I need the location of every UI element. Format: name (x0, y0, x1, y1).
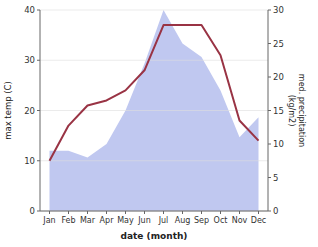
y2-tick-label: 30 (273, 5, 284, 15)
y-tick-label: 30 (24, 55, 35, 65)
grid-line (40, 10, 268, 11)
grid-line (40, 60, 268, 61)
y-tick (37, 211, 40, 212)
x-tick (106, 211, 107, 214)
y-tick-label: 40 (24, 5, 35, 15)
x-tick-label: Aug (175, 216, 191, 225)
x-tick-label: Dec (251, 216, 266, 225)
x-tick (163, 211, 164, 214)
x-axis-line (40, 211, 268, 212)
y2-tick (268, 177, 271, 178)
x-axis-label: date (month) (121, 231, 188, 241)
x-tick (125, 211, 126, 214)
y2-tick (268, 211, 271, 212)
y-tick-label: 10 (24, 156, 35, 166)
x-tick (201, 211, 202, 214)
y2-tick (268, 77, 271, 78)
x-tick (239, 211, 240, 214)
x-tick-label: Jan (42, 216, 55, 225)
y2-tick-label: 25 (273, 39, 284, 49)
x-tick-label: Apr (100, 216, 115, 225)
y-axis-label: max temp (C) (3, 81, 13, 140)
temperature-line (50, 25, 259, 161)
x-tick (258, 211, 259, 214)
grid-line (40, 211, 268, 212)
y-tick (37, 160, 40, 161)
y2-tick (268, 10, 271, 11)
x-tick-label: Feb (61, 216, 75, 225)
y2-axis-label: med. precipitation(kg/m2) (287, 74, 306, 147)
y-tick-label: 0 (30, 206, 35, 216)
x-tick (220, 211, 221, 214)
grid (40, 10, 268, 211)
x-tick (68, 211, 69, 214)
y2-tick-label: 10 (273, 139, 284, 149)
y-tick-label: 20 (24, 106, 35, 116)
y-tick (37, 110, 40, 111)
y2-tick-label: 5 (273, 173, 278, 183)
y2-axis-label-line: (kg/m2) (287, 95, 296, 127)
y2-tick-label: 0 (273, 206, 278, 216)
x-tick (144, 211, 145, 214)
x-tick (49, 211, 50, 214)
x-tick-label: Sep (194, 216, 209, 225)
x-tick-label: Jul (158, 216, 169, 225)
x-tick-label: Nov (232, 216, 248, 225)
grid-line (40, 160, 268, 161)
chart: 0 10 20 30 40 0 5 10 15 20 25 30 Jan Feb Mar AprMayJun J… (0, 0, 318, 247)
x-tick (87, 211, 88, 214)
y2-tick (268, 110, 271, 111)
y2-tick-label: 20 (273, 72, 284, 82)
x-tick-label: May (117, 216, 134, 225)
y2-axis-label-line: med. precipitation (297, 74, 306, 147)
x-tick-label: Mar (80, 216, 96, 225)
grid-line (40, 110, 268, 111)
y-tick (37, 10, 40, 11)
x-tick-label: Oct (214, 216, 228, 225)
axes: 0 10 20 30 40 0 5 10 15 20 25 30 Jan Feb Mar AprMayJun J… (24, 5, 284, 225)
plot-lines (50, 25, 259, 161)
x-tick (182, 211, 183, 214)
y2-tick (268, 43, 271, 44)
y2-tick-label: 15 (273, 106, 284, 116)
x-tick-label: Jun (137, 216, 151, 225)
y-tick (37, 60, 40, 61)
y2-tick (268, 144, 271, 145)
